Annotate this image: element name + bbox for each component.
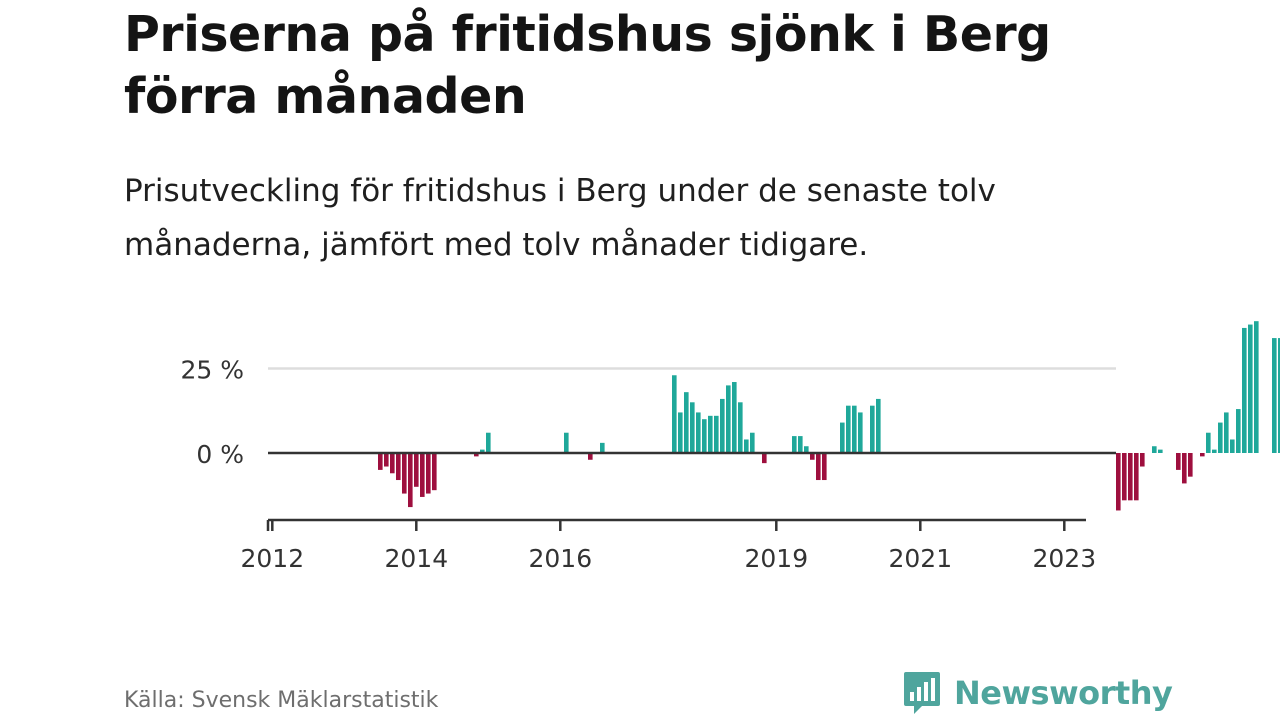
page-subtitle: Prisutveckling för fritidshus i Berg und… [124, 173, 996, 263]
bar [720, 398, 725, 453]
bar [1224, 412, 1229, 453]
x-tick-label: 2012 [240, 544, 304, 573]
x-tick-label: 2016 [528, 544, 592, 573]
bar [600, 442, 605, 453]
bar [384, 453, 389, 467]
bars [378, 321, 1280, 511]
bar [1140, 453, 1145, 467]
bar [792, 436, 797, 453]
bar [426, 453, 431, 494]
brand-name: Newsworthy [954, 674, 1173, 712]
bar [474, 453, 479, 457]
bar [1158, 449, 1163, 453]
bar [1212, 449, 1217, 453]
bar [420, 453, 425, 497]
bar [378, 453, 383, 470]
bar [1176, 453, 1181, 470]
bar [1254, 321, 1259, 453]
bar [486, 432, 491, 453]
bar [798, 436, 803, 453]
bar [810, 453, 815, 460]
bar [588, 453, 593, 460]
bar [750, 432, 755, 453]
bar-chart-speech-bubble-icon [904, 672, 940, 714]
bar [408, 453, 413, 508]
bar [1152, 446, 1157, 453]
x-tick-label: 2019 [744, 544, 808, 573]
bar [1242, 327, 1247, 453]
bar [840, 422, 845, 453]
bar [1278, 338, 1280, 453]
bar [876, 398, 881, 453]
y-tick-label: 0 % [196, 440, 244, 469]
x-tick-label: 2023 [1032, 544, 1096, 573]
bar [672, 375, 677, 453]
bar [762, 453, 767, 464]
bar [1230, 439, 1235, 453]
bar [480, 449, 485, 453]
bar [1248, 324, 1253, 453]
bar [714, 415, 719, 453]
bar [696, 412, 701, 453]
bar [804, 446, 809, 453]
bar [852, 405, 857, 453]
x-tick-label: 2021 [888, 544, 952, 573]
bar [846, 405, 851, 453]
page-title: Priserna på fritidshus sjönk i Berg förr… [124, 6, 1051, 125]
y-tick-label: 25 % [180, 356, 244, 385]
bar [684, 392, 689, 453]
bar [432, 453, 437, 491]
bar [708, 415, 713, 453]
bar [732, 382, 737, 453]
brand-logo[interactable]: Newsworthy [902, 668, 1173, 718]
bar [396, 453, 401, 481]
bar [1218, 422, 1223, 453]
bar [402, 453, 407, 494]
bar [678, 412, 683, 453]
bar [1200, 453, 1205, 457]
bar [702, 419, 707, 453]
bar [870, 405, 875, 453]
bar [858, 412, 863, 453]
bar [1272, 338, 1277, 453]
bar [414, 453, 419, 487]
bar [1128, 453, 1133, 501]
x-tick-label: 2014 [384, 544, 448, 573]
bar [738, 402, 743, 453]
bar [690, 402, 695, 453]
bar [1188, 453, 1193, 477]
bar [816, 453, 821, 481]
bar [1206, 432, 1211, 453]
bar [744, 439, 749, 453]
axes [266, 451, 1116, 531]
bar [1116, 453, 1121, 511]
bar [822, 453, 827, 481]
source-note: Källa: Svensk Mäklarstatistik [124, 688, 439, 713]
bar [564, 432, 569, 453]
bar [1236, 409, 1241, 453]
bar [390, 453, 395, 474]
bar [1134, 453, 1139, 501]
bar [726, 385, 731, 453]
bar [1122, 453, 1127, 501]
bar [1182, 453, 1187, 484]
